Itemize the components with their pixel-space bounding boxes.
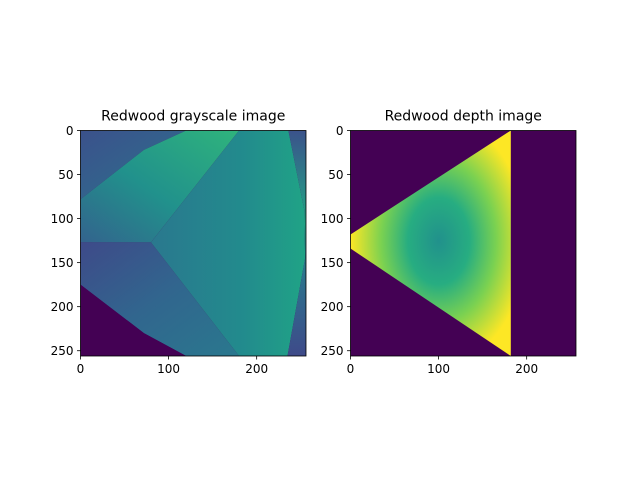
depth-image-x-ticks: 0 100 200 (347, 356, 538, 376)
grayscale-image-region-upper-left (80, 130, 187, 200)
grayscale-image-x-ticks: 0 100 200 (77, 356, 268, 376)
grayscale-image-region-right-edge (287, 130, 306, 356)
grayscale-image-plot (80, 130, 306, 356)
depth-image-title: Redwood depth image (385, 109, 542, 125)
grayscale-image-y-tick-label: 50 (58, 168, 73, 182)
grayscale-image-y-tick-label: 150 (51, 256, 74, 270)
depth-image-x-tick-label: 200 (515, 362, 538, 376)
depth-image-y-tick-label: 100 (321, 212, 344, 226)
grayscale-image-y-tick-label: 250 (51, 344, 74, 358)
grayscale-image-axes: Redwood grayscale image 0 100 200 0 50 100 15… (51, 109, 307, 376)
depth-image-x-tick-label: 0 (347, 362, 355, 376)
depth-image-region-triangle (350, 130, 511, 356)
grayscale-image-frame (80, 130, 307, 357)
grayscale-image-y-tick-label: 100 (51, 212, 74, 226)
grayscale-image-y-tick-label: 0 (66, 124, 74, 138)
depth-image-frame (350, 130, 577, 357)
depth-image-y-tick-label: 0 (336, 124, 344, 138)
grayscale-image-x-tick-label: 100 (157, 362, 180, 376)
depth-image-plot (350, 130, 576, 356)
depth-image-axes: Redwood depth image 0 100 200 0 50 100 150 200… (321, 109, 577, 376)
grayscale-image-title: Redwood grayscale image (101, 109, 285, 125)
depth-image-y-tick-label: 150 (321, 256, 344, 270)
depth-image-y-tick-label: 200 (321, 300, 344, 314)
grayscale-image-y-ticks: 0 50 100 150 200 250 (51, 124, 81, 358)
grayscale-image-region-lower-face (80, 242, 240, 356)
depth-image-y-ticks: 0 50 100 150 200 250 (321, 124, 351, 358)
grayscale-image-region-right-face (150, 130, 306, 356)
depth-image-y-tick-label: 50 (328, 168, 343, 182)
grayscale-image-region-upper-face (80, 130, 240, 243)
depth-image-x-tick-label: 100 (427, 362, 450, 376)
grayscale-image-y-tick-label: 200 (51, 300, 74, 314)
grayscale-image-x-tick-label: 200 (245, 362, 268, 376)
grayscale-image-x-tick-label: 0 (77, 362, 85, 376)
grayscale-image-region-lower-left-empty (80, 284, 187, 356)
depth-image-y-tick-label: 250 (321, 344, 344, 358)
